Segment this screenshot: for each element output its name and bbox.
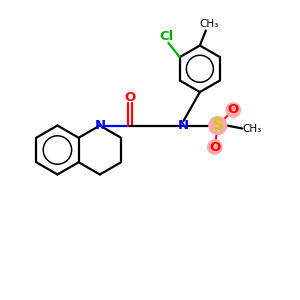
Text: CH₃: CH₃ [199,19,218,29]
Text: O: O [209,140,220,154]
Text: CH₃: CH₃ [242,124,262,134]
Circle shape [226,103,241,117]
Text: O: O [124,91,135,103]
Circle shape [209,117,227,134]
Circle shape [208,140,222,154]
Text: O: O [228,103,239,116]
Text: N: N [94,119,105,132]
Text: N: N [178,119,189,132]
Text: Cl: Cl [160,30,174,43]
Text: S: S [212,118,223,133]
